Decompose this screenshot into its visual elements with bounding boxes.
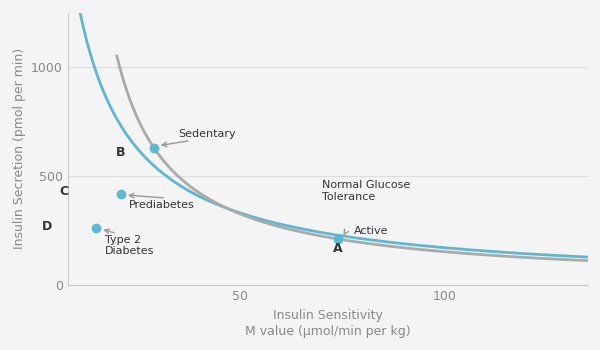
Text: C: C [59, 185, 68, 198]
Text: Prediabetes: Prediabetes [129, 200, 195, 210]
Text: Type 2
Diabetes: Type 2 Diabetes [104, 234, 154, 256]
Text: Normal Glucose
Tolerance: Normal Glucose Tolerance [322, 180, 410, 202]
Text: Sedentary: Sedentary [178, 129, 236, 139]
Text: D: D [42, 220, 52, 233]
Text: A: A [333, 242, 343, 255]
Text: Active: Active [354, 226, 389, 236]
Text: B: B [116, 146, 126, 160]
X-axis label: Insulin Sensitivity
M value (μmol/min per kg): Insulin Sensitivity M value (μmol/min pe… [245, 309, 410, 337]
Y-axis label: Insulin Secretion (pmol per min): Insulin Secretion (pmol per min) [13, 48, 26, 249]
